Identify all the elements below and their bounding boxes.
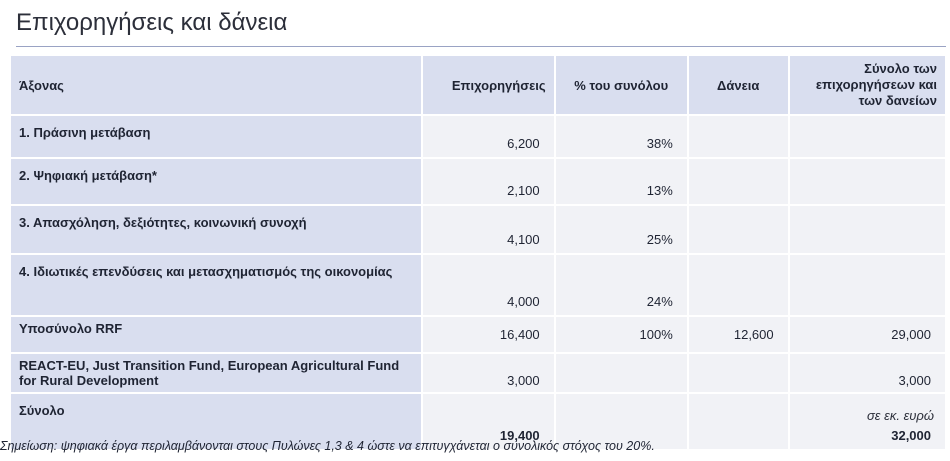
table-row: 1. Πράσινη μετάβαση 6,200 38% (11, 116, 945, 157)
page-title: Επιχορηγήσεις και δάνεια (16, 9, 288, 36)
total-cell: 3,000 (789, 354, 945, 392)
grants-cell: 6,200 (422, 116, 554, 157)
table-row-subtotal: Υποσύνολο RRF 16,400 100% 12,600 29,000 (11, 317, 945, 352)
grants-cell: 4,000 (422, 255, 554, 315)
total-cell (789, 159, 945, 204)
loans-cell (688, 116, 788, 157)
loans-cell: 12,600 (688, 317, 788, 352)
percent-cell: 38% (555, 116, 687, 157)
percent-cell: 13% (555, 159, 687, 204)
row-label: 1. Πράσινη μετάβαση (11, 116, 421, 157)
table-header-row: Άξονας Επιχορηγήσεις % του συνόλου Δάνει… (11, 56, 945, 114)
grants-cell: 19,400 (422, 394, 554, 449)
row-label: 2. Ψηφιακή μετάβαση* (11, 159, 421, 204)
header-grants: Επιχορηγήσεις (422, 56, 554, 114)
table-row: 4. Ιδιωτικές επενδύσεις και μετασχηματισ… (11, 255, 945, 315)
total-cell (789, 116, 945, 157)
percent-cell: 25% (555, 206, 687, 253)
header-loans: Δάνεια (688, 56, 788, 114)
grants-cell: 2,100 (422, 159, 554, 204)
row-label: 4. Ιδιωτικές επενδύσεις και μετασχηματισ… (11, 255, 421, 315)
footnote: Σημείωση: ψηφιακά έργα περιλαμβάνονται σ… (0, 439, 655, 453)
loans-cell (688, 354, 788, 392)
header-axis: Άξονας (11, 56, 421, 114)
unit-note: σε εκ. ευρώ (866, 408, 934, 423)
table-row: 3. Απασχόληση, δεξιότητες, κοινωνική συν… (11, 206, 945, 253)
title-divider (16, 46, 946, 47)
total-cell (789, 255, 945, 315)
percent-cell (555, 354, 687, 392)
loans-cell (688, 206, 788, 253)
row-label: Σύνολο (11, 394, 421, 449)
row-label: Υποσύνολο RRF (11, 317, 421, 352)
table-row: REACT-EU, Just Transition Fund, European… (11, 354, 945, 392)
percent-cell: 24% (555, 255, 687, 315)
header-total: Σύνολο των επιχορηγήσεων και των δανείων (789, 56, 945, 114)
grants-loans-table: Άξονας Επιχορηγήσεις % του συνόλου Δάνει… (9, 54, 947, 451)
grants-cell: 4,100 (422, 206, 554, 253)
loans-cell (688, 255, 788, 315)
total-cell: 32,000 (789, 394, 945, 449)
grants-cell: 3,000 (422, 354, 554, 392)
loans-cell (688, 159, 788, 204)
table-row-total: Σύνολο 19,400 32,000 (11, 394, 945, 449)
loans-cell (688, 394, 788, 449)
percent-cell (555, 394, 687, 449)
row-label: 3. Απασχόληση, δεξιότητες, κοινωνική συν… (11, 206, 421, 253)
total-cell: 29,000 (789, 317, 945, 352)
header-percent: % του συνόλου (555, 56, 687, 114)
table-row: 2. Ψηφιακή μετάβαση* 2,100 13% (11, 159, 945, 204)
grants-cell: 16,400 (422, 317, 554, 352)
total-cell (789, 206, 945, 253)
percent-cell: 100% (555, 317, 687, 352)
row-label: REACT-EU, Just Transition Fund, European… (11, 354, 421, 392)
